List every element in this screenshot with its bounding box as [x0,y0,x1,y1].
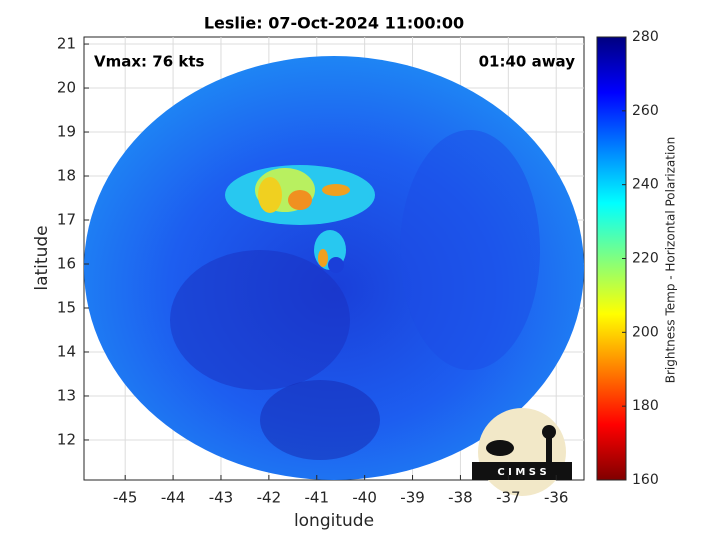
colorbar-tick-label: 160 [632,472,659,488]
x-tick-label: -41 [305,489,330,507]
y-tick-label: 13 [57,386,76,404]
y-tick-label: 17 [57,211,76,229]
y-tick-label: 14 [57,342,76,360]
y-tick-label: 12 [57,430,76,448]
y-tick-label: 15 [57,298,76,316]
y-tick-label: 18 [57,167,76,185]
x-tick-label: -44 [161,489,186,507]
colorbar-tick-label: 240 [632,177,659,193]
x-tick-label: -37 [496,489,521,507]
x-tick-label: -42 [257,489,282,507]
y-axis-label: latitude [32,225,52,290]
logo-text: C I M S S [497,467,546,478]
colorbar-tick-label: 260 [632,103,659,119]
y-tick-label: 20 [57,79,76,97]
y-tick-label: 19 [57,123,76,141]
colorbar-label: Brightness Temp - Horizontal Polarizatio… [664,137,678,384]
colorbar-tick-label: 180 [632,398,659,414]
colorbar-tick-label: 220 [632,251,659,267]
x-tick-label: -40 [352,489,377,507]
y-tick-label: 21 [57,35,76,53]
annotation: Vmax: 76 kts [94,53,204,71]
x-tick-label: -38 [448,489,473,507]
satellite-image [84,56,584,480]
colorbar-tick-label: 280 [632,29,659,45]
x-tick-label: -45 [113,489,138,507]
annotation: 01:40 away [479,53,576,71]
x-tick-label: -39 [400,489,425,507]
colorbar [596,36,627,481]
cimss-logo: C I M S S [472,408,572,496]
chart-title: Leslie: 07-Oct-2024 11:00:00 [204,14,464,33]
x-tick-label: -43 [209,489,234,507]
x-tick-label: -36 [544,489,569,507]
y-tick-label: 16 [57,254,76,272]
colorbar-tick-label: 200 [632,324,659,340]
x-axis-label: longitude [294,511,374,531]
